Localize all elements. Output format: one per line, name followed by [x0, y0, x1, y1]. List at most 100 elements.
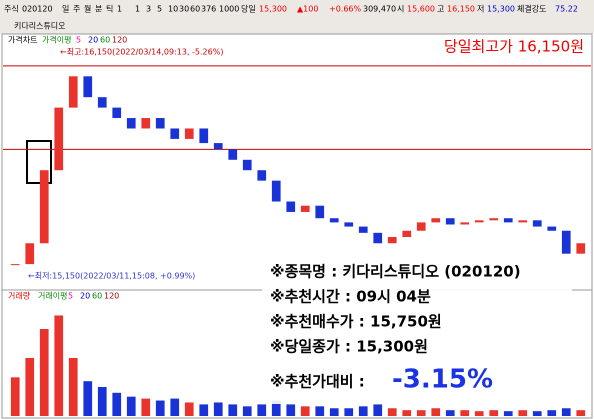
- candle: [547, 226, 557, 231]
- candle: [373, 232, 383, 244]
- banner: 당일최고가 16,150원: [444, 38, 584, 56]
- toolbar-item: +0.66%: [329, 5, 362, 14]
- volume-bar: [10, 377, 20, 416]
- toolbar-item: 고: [437, 5, 444, 14]
- volume-bar: [228, 404, 238, 416]
- volume-bar: [547, 410, 557, 416]
- toolbar-item: ▲100: [297, 5, 318, 14]
- volume-bar: [474, 411, 484, 416]
- candle: [54, 107, 64, 171]
- candle: [213, 143, 223, 150]
- legend-item: 가격차트: [8, 35, 37, 45]
- legend-item: 120: [112, 36, 127, 45]
- volume-bar: [489, 410, 499, 416]
- candle: [170, 128, 180, 139]
- candle: [358, 226, 368, 233]
- candle: [199, 128, 209, 144]
- toolbar-item: 16,150: [447, 5, 475, 14]
- toolbar-item: 3: [146, 5, 151, 14]
- candle: [315, 205, 325, 219]
- volume-bar: [503, 411, 513, 416]
- volume-bar: [68, 358, 78, 416]
- candle: [83, 76, 93, 98]
- volume-bar: [532, 411, 542, 416]
- candle: [503, 218, 513, 223]
- low-note: ←최저:15,150(2022/03/11,15:08, +0.99%): [28, 271, 195, 281]
- candle: [97, 97, 107, 108]
- volume-legend-item: 거래이평: [38, 291, 67, 301]
- candle: [387, 237, 397, 244]
- toolbar-item: 020120: [22, 5, 53, 14]
- volume-bar: [184, 402, 194, 416]
- candle: [300, 205, 310, 212]
- toolbar-item: 시: [397, 5, 404, 14]
- volume-bar: [271, 400, 281, 416]
- info-line: ※종목명 : 키다리스튜디오 (020120): [270, 263, 521, 281]
- candle: [518, 220, 528, 223]
- toolbar-item: 309,470: [363, 5, 396, 14]
- volume-bar: [300, 406, 310, 416]
- toolbar-item: 일: [62, 5, 69, 14]
- candle: [126, 118, 136, 129]
- volume-bar: [242, 406, 252, 416]
- volume-bar: [39, 329, 49, 416]
- candle: [25, 243, 35, 265]
- candle: [445, 218, 455, 225]
- volume-bar: [329, 408, 339, 416]
- legend-item: 20: [88, 36, 98, 45]
- highlight-box: [26, 140, 52, 184]
- volume-bar: [576, 410, 586, 416]
- candle: [431, 218, 441, 223]
- volume-bar: [344, 408, 354, 416]
- toolbar-item: 월: [84, 4, 91, 14]
- candle: [576, 243, 586, 254]
- toolbar-item: 1: [117, 5, 122, 14]
- price-panel: [1, 33, 593, 291]
- volume-bar: [358, 406, 368, 416]
- toolbar-item: 30: [179, 5, 189, 14]
- volume-bar: [141, 398, 151, 416]
- volume-bar: [431, 408, 441, 416]
- volume-legend-item: 20: [80, 292, 90, 301]
- candle: [344, 222, 354, 227]
- toolbar-item: 주식: [4, 5, 19, 14]
- volume-bar: [155, 400, 165, 416]
- high-note: ←최고:16,150(2022/03/14,09:13, -5.26%): [60, 47, 223, 57]
- candle: [242, 159, 252, 171]
- legend-item: 가격이평: [42, 35, 71, 45]
- legend-item: 5: [76, 36, 81, 45]
- candle: [68, 76, 78, 108]
- candle: [416, 222, 426, 231]
- toolbar-item: 15,300: [259, 5, 287, 14]
- toolbar-item: 15,600: [407, 5, 435, 14]
- volume-legend-item: 거래량: [8, 291, 31, 301]
- volume-bar: [387, 408, 397, 416]
- volume-bar: [373, 404, 383, 416]
- toolbar-item: 15,300: [487, 5, 515, 14]
- info-bg: [262, 254, 572, 404]
- toolbar-item: 10: [168, 5, 178, 14]
- toolbar-item: 1: [135, 5, 140, 14]
- toolbar-bg: [0, 0, 594, 34]
- candle: [39, 170, 49, 244]
- volume-bar: [199, 404, 209, 416]
- info-line: ※추천시간 : 09시 04분: [270, 288, 431, 306]
- candle: [257, 170, 267, 181]
- legend-item: 60: [100, 36, 110, 45]
- volume-bar: [213, 402, 223, 416]
- volume-legend-item: 5: [68, 292, 73, 301]
- info-line: ※당일종가 : 15,300원: [270, 338, 428, 356]
- candle: [141, 118, 151, 129]
- candle: [561, 230, 571, 254]
- volume-bar: [518, 410, 528, 416]
- candle: [474, 220, 484, 223]
- toolbar-item: 주: [73, 5, 80, 14]
- candle: [10, 264, 20, 266]
- volume-bar: [97, 387, 107, 416]
- candle: [184, 128, 194, 139]
- volume-bar: [257, 404, 267, 416]
- volume-bar: [416, 410, 426, 416]
- toolbar-item: 당일: [241, 4, 256, 14]
- candle: [460, 222, 470, 225]
